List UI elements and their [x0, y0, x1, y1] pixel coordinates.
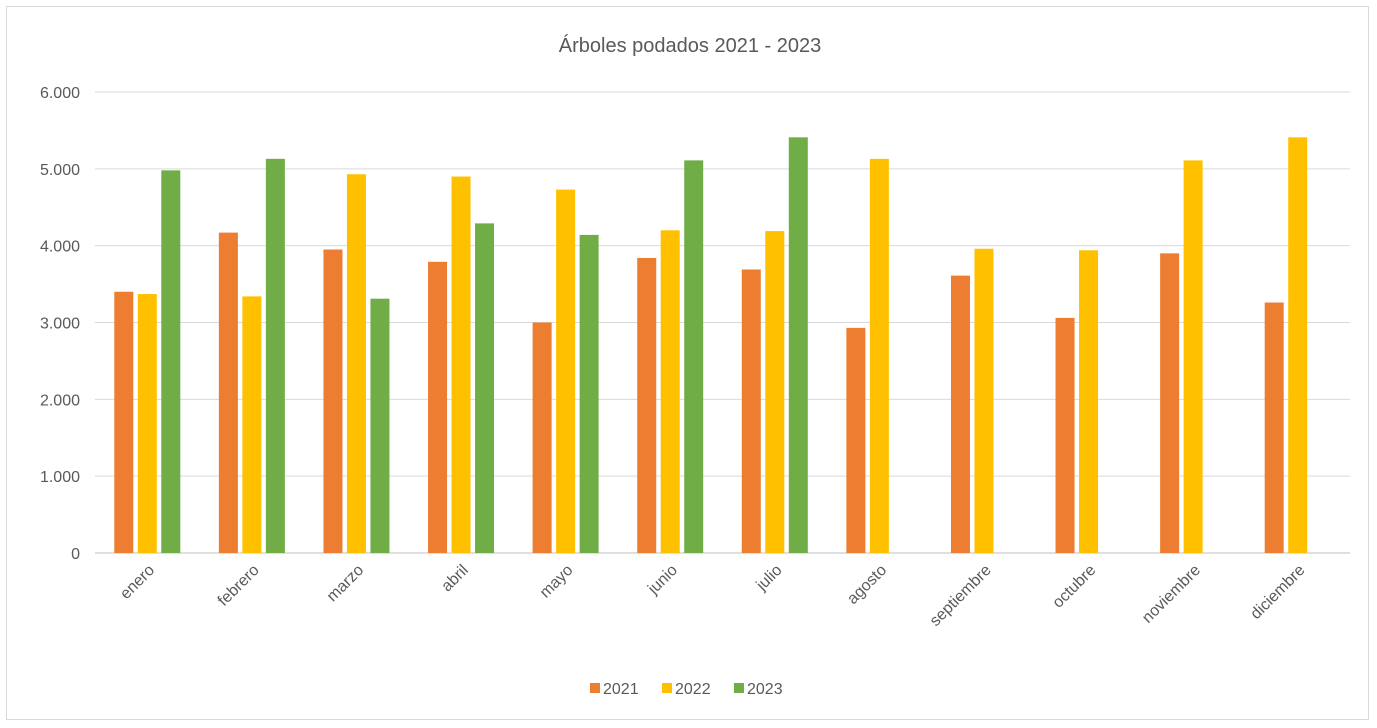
bar-2022-julio — [765, 231, 785, 553]
bar-2022-enero — [137, 294, 157, 553]
bar-2021-noviembre — [1160, 253, 1180, 553]
x-tick-label: diciembre — [1247, 562, 1308, 623]
bar-2021-febrero — [218, 232, 238, 554]
x-tick-label: febrero — [215, 562, 263, 610]
bar-2023-mayo — [579, 234, 599, 553]
legend-label: 2021 — [603, 681, 639, 698]
legend-swatch-2023 — [734, 683, 744, 693]
chart-title: Árboles podados 2021 - 2023 — [559, 34, 821, 57]
x-tick-label: septiembre — [927, 562, 995, 630]
legend-swatch-2021 — [590, 683, 600, 693]
y-tick-label: 3.000 — [40, 316, 80, 333]
bar-2021-marzo — [323, 249, 343, 553]
y-axis: 0 1.000 2.000 3.000 4.000 5.000 6.000 — [40, 85, 80, 563]
legend: 2021 2022 2023 — [590, 681, 783, 698]
bar-2022-agosto — [869, 158, 889, 553]
bar-2023-marzo — [370, 298, 390, 553]
legend-label: 2022 — [675, 681, 711, 698]
x-tick-label: julio — [753, 562, 786, 595]
bar-2021-diciembre — [1264, 302, 1284, 553]
bar-2022-junio — [660, 230, 680, 554]
x-axis: enero febrero marzo abril mayo junio julio agos… — [117, 562, 1308, 630]
bar-2021-julio — [741, 269, 761, 553]
y-tick-label: 2.000 — [40, 392, 80, 409]
bar-2022-marzo — [346, 174, 366, 553]
y-tick-label: 1.000 — [40, 469, 80, 486]
bar-2023-julio — [788, 137, 808, 553]
bar-2022-noviembre — [1183, 160, 1203, 554]
gridlines — [95, 91, 1350, 554]
bar-2023-abril — [475, 223, 495, 553]
legend-swatch-2022 — [662, 683, 672, 693]
bar-2022-septiembre — [974, 248, 994, 554]
y-tick-label: 4.000 — [40, 239, 80, 256]
y-tick-label: 6.000 — [40, 85, 80, 102]
bar-2021-octubre — [1055, 317, 1075, 553]
bar-2022-mayo — [556, 189, 576, 553]
x-tick-label: enero — [117, 562, 158, 603]
x-tick-label: junio — [644, 562, 681, 599]
legend-label: 2023 — [747, 681, 783, 698]
bar-2023-febrero — [265, 158, 285, 553]
bar-2021-agosto — [846, 327, 866, 553]
bar-2021-mayo — [532, 322, 552, 553]
bar-2022-octubre — [1079, 250, 1099, 553]
y-tick-label: 0 — [71, 546, 80, 563]
bar-2021-junio — [637, 257, 657, 553]
x-tick-label: octubre — [1050, 562, 1100, 612]
bar-2021-septiembre — [950, 275, 970, 553]
x-tick-label: abril — [438, 562, 471, 595]
bar-2022-abril — [451, 176, 471, 553]
x-tick-label: mayo — [537, 562, 577, 602]
bar-2021-abril — [428, 261, 448, 553]
bar-2022-febrero — [242, 296, 262, 553]
bars — [114, 137, 1308, 554]
bar-2022-diciembre — [1288, 137, 1308, 553]
y-tick-label: 5.000 — [40, 162, 80, 179]
bar-2023-junio — [684, 160, 704, 554]
x-tick-label: marzo — [324, 562, 368, 606]
x-tick-label: agosto — [844, 562, 890, 608]
x-tick-label: noviembre — [1139, 562, 1204, 627]
bar-2023-enero — [161, 170, 181, 553]
bar-2021-enero — [114, 291, 134, 553]
